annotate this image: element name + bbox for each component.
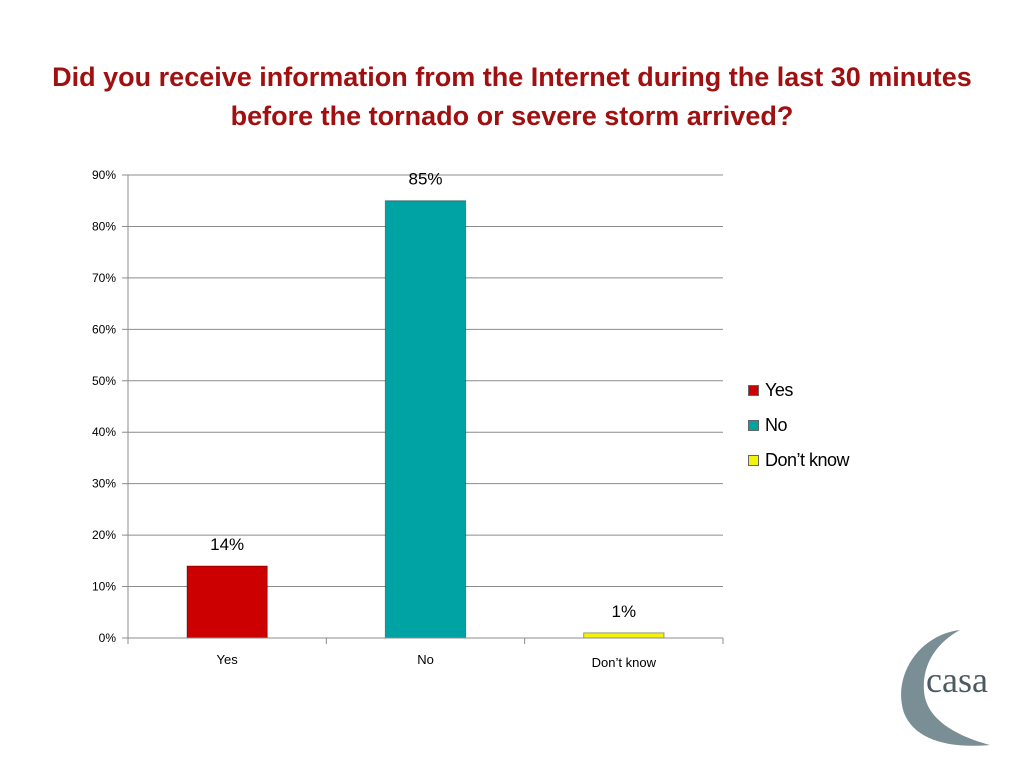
y-tick-label: 20% [92,528,116,542]
legend-swatch [748,385,759,396]
y-tick-label: 70% [92,271,116,285]
legend-label: No [765,415,788,435]
data-label: 85% [408,170,442,189]
y-tick-label: 10% [92,580,116,594]
bar-1 [384,200,467,639]
x-tick-label: Yes [217,652,239,667]
legend-item: No [748,408,849,443]
legend-item: Don’t know [748,443,850,478]
legend-label: Don’t know [765,450,850,470]
x-tick-label: Don’t know [592,655,657,670]
y-tick-label: 0% [99,631,117,645]
x-tick-label: No [417,652,434,667]
chart-title: Did you receive information from the Int… [52,62,972,131]
y-tick-label: 90% [92,168,116,182]
bar-0 [186,565,268,639]
legend-swatch [748,455,759,466]
y-tick-label: 50% [92,374,116,388]
casa-logo: casa [890,625,1015,755]
y-tick-label: 30% [92,477,116,491]
y-tick-label: 40% [92,425,116,439]
chart-legend: Yes No Don’t know [748,373,850,478]
y-tick-label: 80% [92,219,116,233]
logo-text: casa [926,660,988,700]
legend-item: Yes [748,373,849,408]
bar-2 [583,632,665,639]
data-label: 14% [210,535,244,554]
legend-swatch [748,420,759,431]
y-tick-label: 60% [92,322,116,336]
data-label: 1% [612,602,637,621]
legend-label: Yes [765,380,793,400]
